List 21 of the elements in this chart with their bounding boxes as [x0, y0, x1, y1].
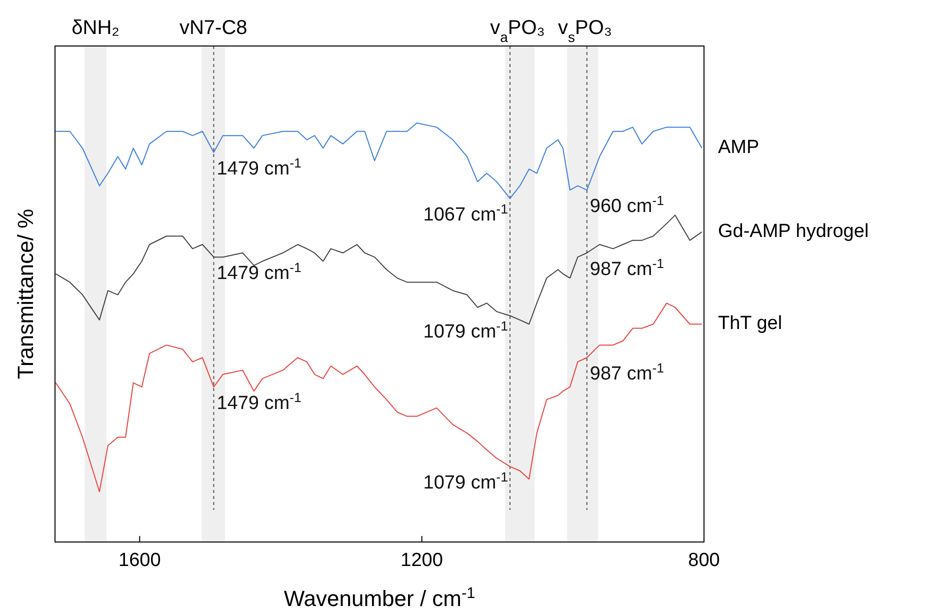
- x-tick-label: 1200: [400, 550, 443, 571]
- annotation: 1079 cm$^{-1}$: [423, 318, 508, 343]
- x-tick-label: 800: [688, 550, 720, 571]
- annotation: 960 cm$^{-1}$: [590, 192, 664, 218]
- y-axis-title: Transmittance/ %: [13, 208, 38, 380]
- annotation: 1479 cm$^{-1}$: [216, 389, 302, 414]
- annotation: 1067 cm$^{-1}$: [423, 200, 508, 226]
- band-label: δNH₂: [72, 17, 120, 39]
- annotation: 1079 cm$^{-1}$: [423, 469, 508, 494]
- series-label: AMP: [718, 137, 760, 158]
- band-label: v$_{s}$PO₃: [558, 17, 612, 45]
- series-label: ThT gel: [718, 313, 782, 334]
- annotation: 987 cm$^{-1}$: [590, 255, 664, 280]
- annotation: 1479 cm$^{-1}$: [216, 154, 302, 180]
- band-label: v$_{a}$PO₃: [490, 17, 545, 45]
- x-axis-title: Wavenumber / cm$^{-1}$: [284, 584, 476, 611]
- annotation: 1479 cm$^{-1}$: [216, 260, 302, 284]
- annotation: 987 cm$^{-1}$: [590, 360, 664, 385]
- x-tick-label: 1600: [118, 550, 161, 571]
- series-label: Gd-AMP hydrogel: [718, 220, 869, 242]
- band-label: vN7-C8: [179, 17, 248, 39]
